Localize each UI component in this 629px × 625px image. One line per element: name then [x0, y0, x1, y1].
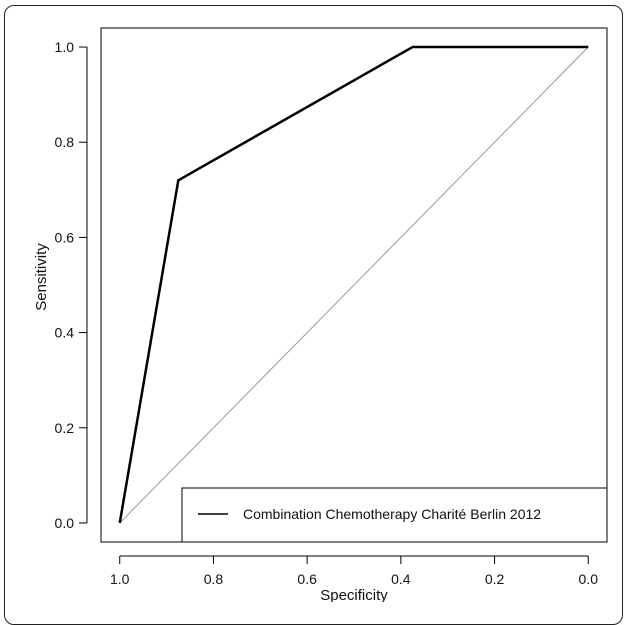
y-tick-label: 0.8	[55, 134, 75, 150]
y-tick-label: 0.0	[55, 515, 75, 531]
legend: Combination Chemotherapy Charité Berlin …	[181, 487, 608, 543]
roc-chart: 1.0 0.8 0.6 0.4 0.2 0.0 0.0 0.2 0.4 0.6 0.8 1.0 Sp…	[33, 27, 608, 602]
legend-box	[181, 487, 608, 543]
x-tick-label: 1.0	[110, 571, 130, 587]
reference-diagonal-line	[119, 46, 589, 524]
x-axis: 1.0 0.8 0.6 0.4 0.2 0.0	[110, 555, 599, 587]
y-axis-title: Sensitivity	[33, 243, 50, 311]
y-tick-label: 0.2	[55, 420, 75, 436]
y-axis: 0.0 0.2 0.4 0.6 0.8 1.0	[55, 39, 88, 531]
x-tick-label: 0.4	[391, 571, 411, 587]
x-tick-label: 0.6	[297, 571, 317, 587]
y-tick-label: 0.4	[55, 325, 75, 341]
x-tick-label: 0.0	[579, 571, 599, 587]
x-tick-label: 0.8	[204, 571, 224, 587]
legend-label: Combination Chemotherapy Charité Berlin …	[243, 506, 541, 522]
y-tick-label: 1.0	[55, 39, 75, 55]
x-tick-label: 0.2	[485, 571, 505, 587]
y-tick-label: 0.6	[55, 229, 75, 245]
roc-curve-line	[118, 45, 589, 524]
x-axis-title: Specificity	[320, 587, 388, 602]
